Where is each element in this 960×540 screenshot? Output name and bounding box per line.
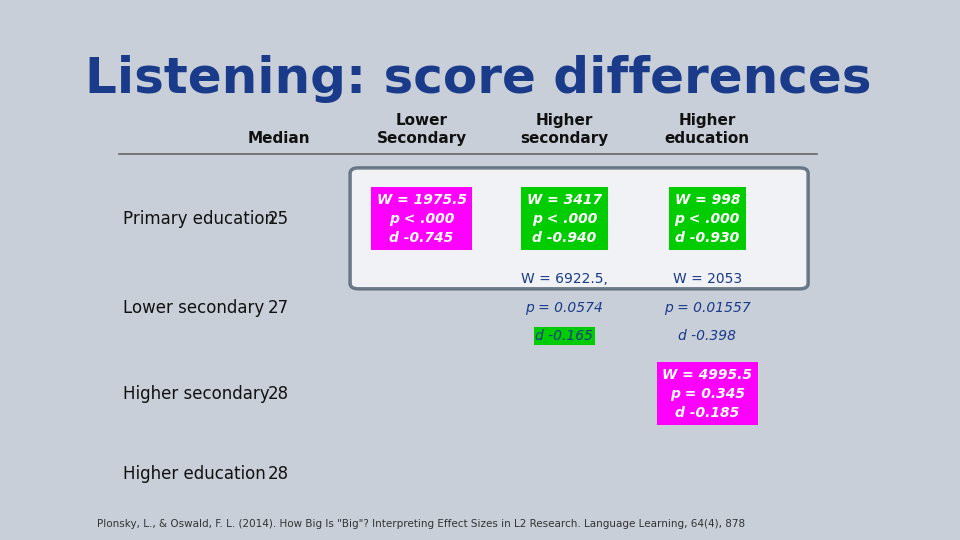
Text: Lower secondary: Lower secondary — [123, 299, 265, 316]
Text: d -: d - — [555, 329, 573, 343]
Text: 28: 28 — [268, 465, 289, 483]
Text: 28: 28 — [268, 384, 289, 402]
Text: Plonsky, L., & Oswald, F. L. (2014). How Big Is "Big"? Interpreting Effect Sizes: Plonsky, L., & Oswald, F. L. (2014). How… — [98, 519, 746, 529]
Text: Higher
secondary: Higher secondary — [520, 113, 609, 146]
Text: Primary education: Primary education — [123, 210, 276, 228]
Text: W = 1975.5
p < .000
d -0.745: W = 1975.5 p < .000 d -0.745 — [376, 193, 467, 245]
Text: Listening: score differences: Listening: score differences — [85, 55, 872, 103]
Text: W = 3417
p < .000
d -0.940: W = 3417 p < .000 d -0.940 — [527, 193, 602, 245]
Text: d -0.165: d -0.165 — [536, 329, 593, 343]
Text: Lower
Secondary: Lower Secondary — [376, 113, 467, 146]
Text: Higher education: Higher education — [123, 465, 266, 483]
Text: W = 2053: W = 2053 — [673, 272, 742, 286]
Text: Higher secondary: Higher secondary — [123, 384, 270, 402]
Text: W = 4995.5
p = 0.345
d -0.185: W = 4995.5 p = 0.345 d -0.185 — [662, 368, 753, 420]
Text: W = 6922.5,: W = 6922.5, — [521, 272, 608, 286]
Text: p = 0.01557: p = 0.01557 — [664, 301, 751, 315]
Text: 25: 25 — [268, 210, 289, 228]
Text: d -0.398: d -0.398 — [679, 329, 736, 343]
Text: 27: 27 — [268, 299, 289, 316]
Text: p = 0.0574: p = 0.0574 — [525, 301, 603, 315]
FancyBboxPatch shape — [350, 168, 808, 289]
Text: Higher
education: Higher education — [664, 113, 750, 146]
Text: W = 998
p < .000
d -0.930: W = 998 p < .000 d -0.930 — [675, 193, 740, 245]
Text: Median: Median — [248, 131, 310, 146]
